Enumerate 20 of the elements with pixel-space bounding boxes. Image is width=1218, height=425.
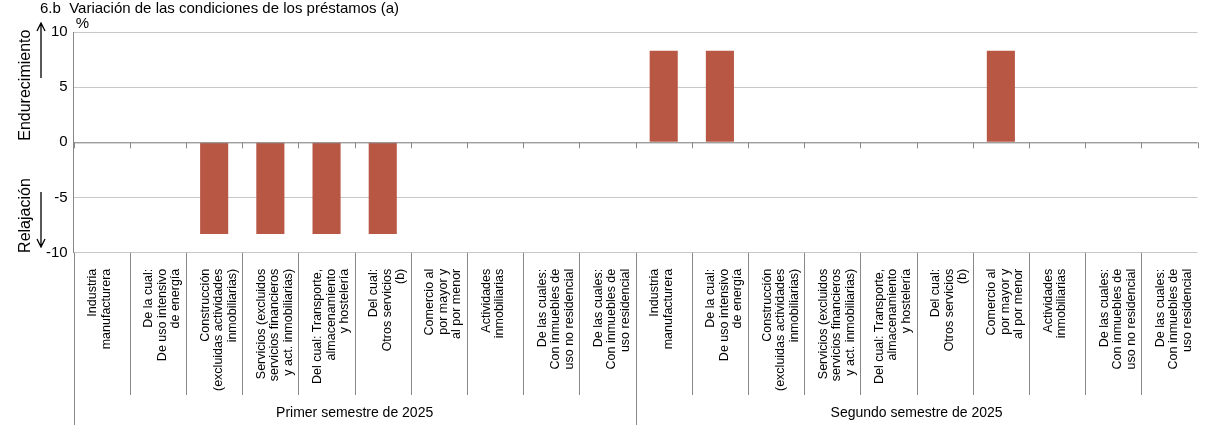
y-tick-label: 5 [59,77,68,95]
chart-title: 6.b Variación de las condiciones de los préstamos (a) [40,0,400,17]
x-tick-label: Del cual: Otros servicios (b) [928,268,970,352]
y-tick-label: 0 [59,132,68,150]
x-tick-label: Comercio al por mayor y al por menor [984,267,1026,339]
y-tick-label: -10 [45,242,68,260]
x-tick-label: Construcción (excluidas actividades inmobiliarias) [197,268,239,392]
y-tick-label: 10 [50,22,68,40]
text: Primer semestre de 2025 [276,403,434,420]
x-tick-label: Servicios (excluidos servicios financieros y act. inmobiliarias) [253,268,295,382]
y-axis-title: % [75,14,90,32]
x-tick-label: Industria manufacturera [85,268,113,350]
text: Relajación [16,178,34,253]
text: Segundo semestre de 2025 [830,403,1003,420]
x-tick-label: Servicios (excluidos servicios financieros y act. inmobiliarias) [815,268,857,382]
x-tick-label: Construcción (excluidas actividades inmobiliarias) [759,268,801,392]
text: Endurecimiento [16,29,34,141]
x-tick-label: Comercio al por mayor y al por menor [422,267,464,339]
x-tick-label: Del cual: Otros servicios (b) [366,268,408,352]
y-tick-label: -5 [54,187,68,205]
